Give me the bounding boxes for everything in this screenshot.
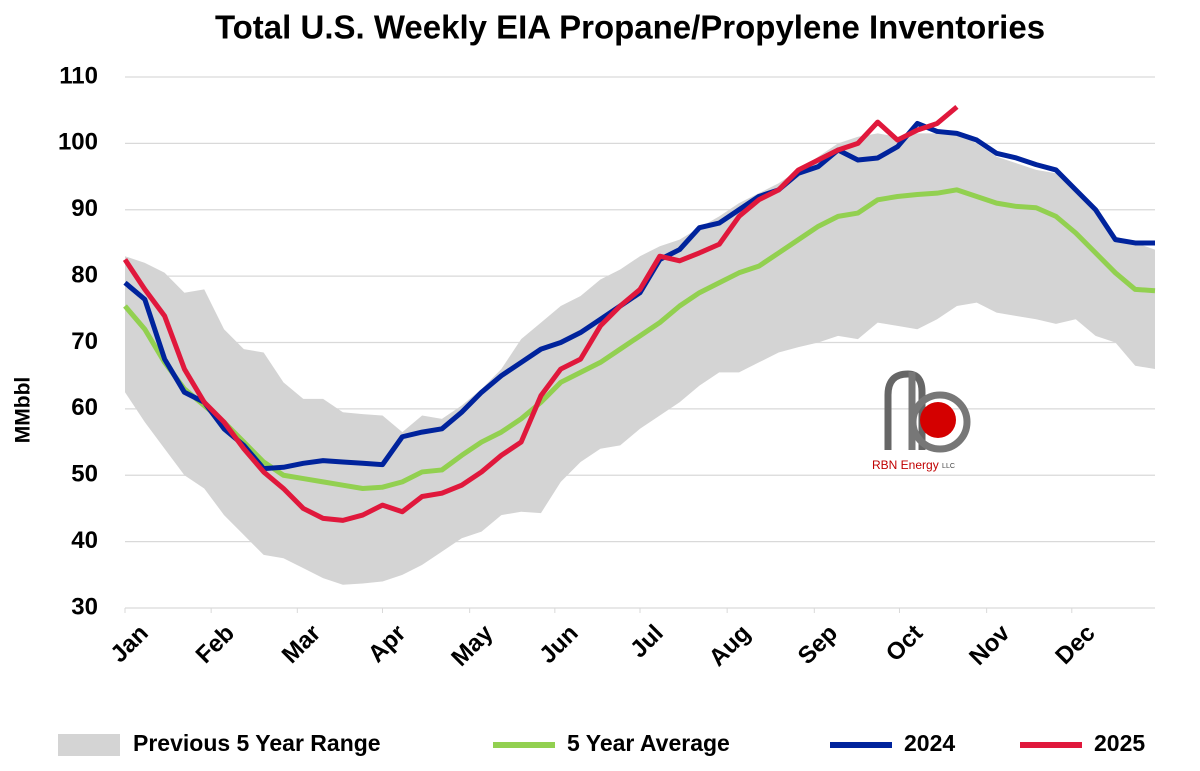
legend-label: 2025 <box>1094 730 1145 756</box>
x-tick-label: May <box>446 619 499 672</box>
x-tick-label: Mar <box>277 620 326 669</box>
x-tick-label: Apr <box>363 620 411 668</box>
x-tick-label: Dec <box>1050 620 1100 670</box>
y-tick-label: 40 <box>71 527 98 554</box>
logo-dot <box>920 402 956 438</box>
logo-b-bowl <box>909 391 971 453</box>
logo-r <box>884 370 926 450</box>
series-line <box>123 120 1155 472</box>
logo: RBN Energy LLC <box>872 370 971 472</box>
y-tick-label: 70 <box>71 328 98 355</box>
legend-swatch <box>58 734 120 756</box>
y-axis-label: MMbbl <box>12 377 35 443</box>
series-line <box>122 104 959 523</box>
logo-text: RBN Energy LLC <box>872 458 955 472</box>
series-line <box>123 187 1156 492</box>
legend-label: 2024 <box>904 730 955 756</box>
y-tick-label: 110 <box>59 62 98 89</box>
y-tick-label: 50 <box>71 461 98 488</box>
x-tick-label: Jan <box>105 620 153 668</box>
x-tick-label: Jul <box>625 620 669 664</box>
x-tick-label: Sep <box>793 620 843 670</box>
legend-label: 5 Year Average <box>567 730 730 756</box>
y-tick-label: 60 <box>71 394 98 421</box>
x-tick-label: Jun <box>534 620 583 669</box>
logo-brand: RBN Energy <box>872 458 939 472</box>
y-tick-label: 90 <box>71 195 98 222</box>
y-tick-label: 100 <box>58 129 98 156</box>
x-tick-label: Feb <box>191 620 240 669</box>
chart-title: Total U.S. Weekly EIA Propane/Propylene … <box>215 9 1045 46</box>
legend-label: Previous 5 Year Range <box>133 730 381 756</box>
logo-suffix: LLC <box>942 463 955 470</box>
range-band <box>125 133 1155 585</box>
x-tick-label: Nov <box>964 619 1016 671</box>
x-tick-label: Oct <box>881 620 928 667</box>
x-tick-label: Aug <box>704 620 756 672</box>
y-tick-label: 30 <box>71 593 98 620</box>
y-tick-label: 80 <box>71 261 98 288</box>
